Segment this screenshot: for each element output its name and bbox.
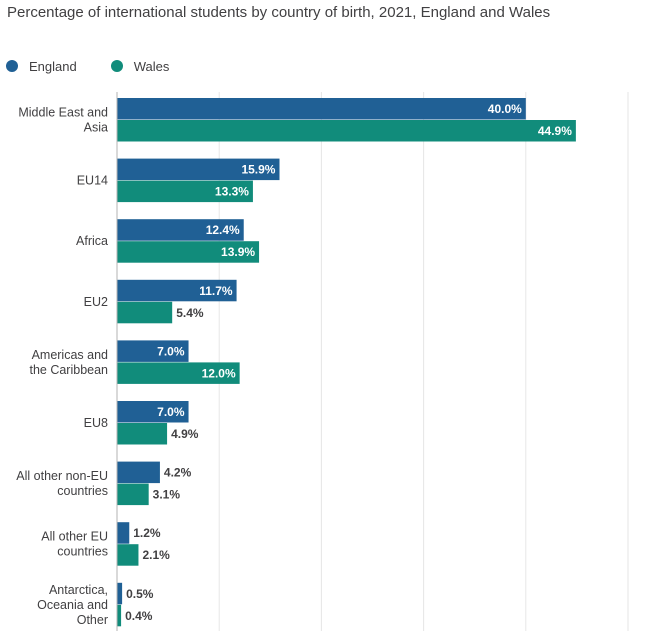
data-label-england: 12.4% [206,223,240,237]
data-label-wales: 4.9% [171,427,199,441]
category-label: Americas and [32,348,108,362]
data-label-england: 15.9% [241,163,275,177]
data-label-wales: 3.1% [153,488,181,502]
data-label-england: 4.2% [164,466,192,480]
legend-item-wales: Wales [110,58,170,74]
bar-england [117,279,237,302]
bar-england [117,219,244,241]
bar-wales [117,120,576,142]
bar-england [117,522,130,544]
bar-england [117,98,526,120]
category-label: countries [57,484,108,498]
data-label-england: 1.2% [133,526,161,540]
bar-england [117,582,123,605]
category-label: All other non-EU [16,469,108,483]
category-label: Antarctica, [49,583,108,597]
bar-wales [117,301,173,324]
bar-england [117,340,189,362]
data-label-wales: 13.3% [215,185,249,199]
category-label: EU8 [84,416,108,430]
bar-wales [117,604,122,627]
category-label: EU2 [84,295,108,309]
bar-wales [117,362,240,384]
bar-wales [117,241,260,263]
data-label-wales: 12.0% [202,366,236,380]
bar-wales [117,483,149,506]
category-label: Asia [84,121,108,135]
data-label-england: 40.0% [488,102,522,116]
data-label-wales: 13.9% [221,245,255,259]
legend: England Wales [6,56,203,76]
data-label-wales: 2.1% [142,548,170,562]
legend-label-wales: Wales [133,58,170,74]
category-label: countries [57,545,108,559]
bar-wales [117,544,139,566]
data-label-wales: 44.9% [538,124,572,138]
legend-item-england: England [6,59,77,74]
legend-swatch-wales [110,60,123,72]
category-label: Other [77,613,108,627]
category-label: Africa [76,234,108,248]
data-label-wales: 5.4% [176,306,204,320]
category-label: EU14 [77,174,108,188]
data-label-england: 0.5% [126,587,154,601]
bar-england [117,158,280,181]
bar-wales [117,180,253,203]
data-label-england: 7.0% [157,405,185,419]
data-label-wales: 0.4% [125,609,153,623]
chart-title: Percentage of international students by … [7,4,551,21]
category-label: the Caribbean [29,363,108,377]
bar-england [117,401,189,423]
category-label: Oceania and [37,598,108,612]
data-label-england: 11.7% [199,284,233,298]
bar-wales [117,423,168,445]
legend-swatch-england [6,60,18,72]
data-label-england: 7.0% [157,344,185,358]
category-label: Middle East and [18,106,108,120]
category-label: All other EU [41,530,108,544]
bar-england [117,461,160,484]
legend-label-england: England [29,58,77,74]
